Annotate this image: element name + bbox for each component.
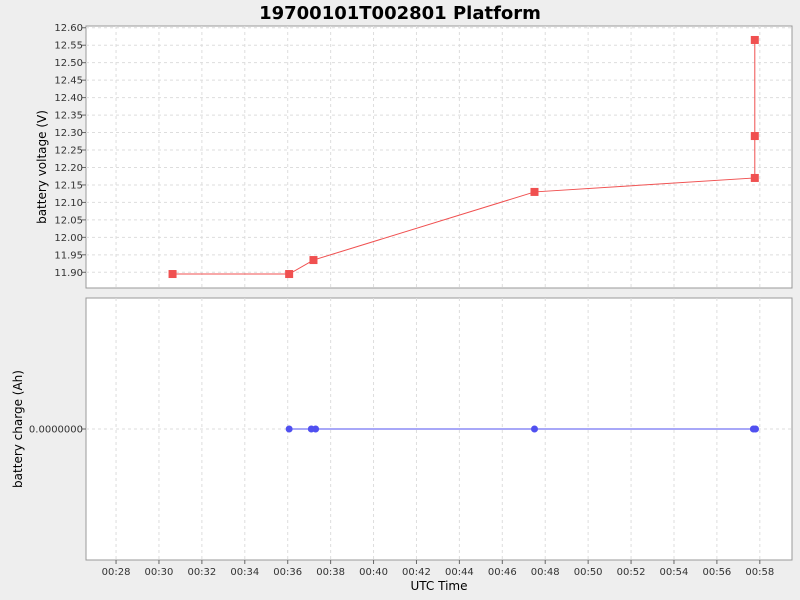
voltage-y-tick-label: 12.20: [54, 163, 83, 174]
charge-y-axis-label: battery charge (Ah): [11, 370, 25, 488]
x-axis-label: UTC Time: [411, 579, 468, 593]
x-tick-label: 00:28: [102, 567, 131, 578]
voltage-y-axis-label: battery voltage (V): [35, 110, 49, 224]
voltage-data-point: [309, 256, 318, 265]
x-tick-label: 00:32: [187, 567, 216, 578]
voltage-data-point: [750, 132, 759, 141]
x-tick-label: 00:46: [488, 567, 517, 578]
x-tick-label: 00:44: [445, 567, 474, 578]
chart-title: 19700101T002801 Platform: [259, 3, 541, 24]
voltage-y-tick-label: 12.10: [54, 198, 83, 209]
x-tick-label: 00:50: [574, 567, 603, 578]
voltage-y-tick-label: 12.60: [54, 23, 83, 34]
x-tick-label: 00:56: [702, 567, 731, 578]
voltage-data-point: [750, 173, 759, 182]
voltage-data-point: [750, 35, 759, 44]
voltage-plot-area: [85, 25, 793, 289]
charge-data-point: [752, 425, 760, 433]
x-tick-label: 00:36: [273, 567, 302, 578]
x-tick-label: 00:40: [359, 567, 388, 578]
x-tick-label: 00:58: [745, 567, 774, 578]
voltage-data-point: [285, 270, 294, 279]
x-axis: 00:28 00:30 00:32 00:34 00:36 00:38 00:40 00:42…: [102, 560, 774, 578]
charge-data-point: [312, 425, 320, 433]
x-tick-label: 00:42: [402, 567, 431, 578]
voltage-y-tick-label: 12.50: [54, 58, 83, 69]
x-tick-label: 00:34: [230, 567, 259, 578]
charge-data-point: [530, 425, 538, 433]
voltage-y-tick-label: 12.05: [54, 215, 83, 226]
voltage-y-tick-label: 11.90: [54, 268, 83, 279]
x-tick-label: 00:38: [316, 567, 345, 578]
voltage-y-tick-label: 12.35: [54, 111, 83, 122]
charge-data-point: [285, 425, 293, 433]
charge-y-tick-label: 0.0000000: [29, 425, 83, 436]
x-tick-label: 00:48: [531, 567, 560, 578]
voltage-y-tick-label: 12.15: [54, 180, 83, 191]
voltage-y-tick-label: 12.00: [54, 233, 83, 244]
voltage-y-tick-label: 12.40: [54, 93, 83, 104]
charge-panel: 0.0000000 battery charge (Ah): [11, 297, 793, 561]
voltage-y-tick-label: 12.45: [54, 76, 83, 87]
voltage-data-point: [530, 187, 539, 196]
voltage-data-point: [168, 270, 177, 279]
x-tick-label: 00:30: [145, 567, 174, 578]
voltage-panel: 11.90 11.95 12.00 12.05 12.10 12.15 12.20 12.25…: [35, 23, 793, 289]
x-tick-label: 00:54: [660, 567, 689, 578]
x-tick-label: 00:52: [617, 567, 646, 578]
voltage-y-tick-label: 12.30: [54, 128, 83, 139]
voltage-y-tick-label: 11.95: [54, 250, 83, 261]
voltage-y-tick-label: 12.55: [54, 41, 83, 52]
voltage-y-tick-label: 12.25: [54, 146, 83, 157]
